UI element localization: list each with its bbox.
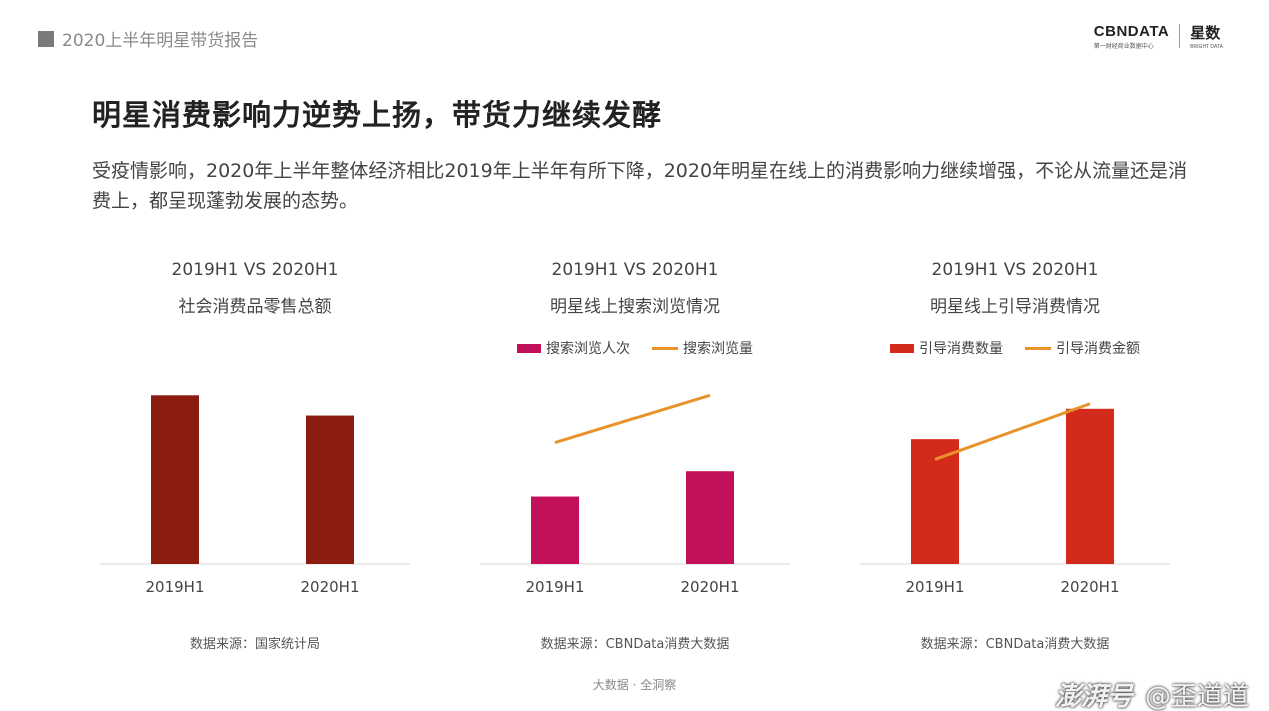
chart-retail-sales: 2019H1 VS 2020H1 社会消费品零售总额 2019H1 2020H1 …: [95, 250, 415, 670]
legend-swatch-line: [652, 346, 678, 350]
series-line: [934, 402, 1091, 461]
bar-2020H1: [686, 471, 734, 564]
bar-2019H1: [531, 496, 579, 564]
chart-plot: 2019H1 2020H1: [100, 395, 410, 596]
legend-item-line: 引导消费金额: [1025, 338, 1140, 358]
legend-label: 搜索浏览人次: [546, 341, 630, 357]
chart-title: 2019H1 VS 2020H1: [931, 260, 1099, 280]
chart-legend: 搜索浏览人次 搜索浏览量: [475, 338, 795, 358]
page-description: 受疫情影响，2020年上半年整体经济相比2019年上半年有所下降，2020年明星…: [92, 160, 1188, 212]
xingshu-logo: 星数 BRIGHT DATA: [1190, 22, 1223, 50]
chart-subtitle: 明星线上搜索浏览情况: [550, 297, 720, 317]
legend-label: 引导消费金额: [1056, 341, 1140, 357]
header-square-icon: [38, 30, 54, 47]
series-line: [554, 393, 711, 444]
bar-2020H1: [1066, 408, 1114, 564]
x-tick-label: 2019H1: [906, 578, 965, 596]
bar-2020H1: [306, 415, 354, 564]
chart-subtitle: 社会消费品零售总额: [178, 297, 332, 317]
x-tick-label: 2020H1: [301, 578, 360, 596]
chart-search-browse: 2019H1 VS 2020H1 明星线上搜索浏览情况 搜索浏览人次 搜索浏览量…: [475, 250, 795, 670]
chart-subtitle: 明星线上引导消费情况: [930, 297, 1100, 317]
cbndata-logo-subtext: 第一财经商业数据中心: [1093, 42, 1154, 50]
x-tick-label: 2020H1: [1061, 578, 1120, 596]
report-title: 2020上半年明星带货报告: [62, 31, 259, 51]
chart-title: 2019H1 VS 2020H1: [551, 260, 719, 280]
bar-2019H1: [151, 395, 199, 564]
watermark-author: @歪道道: [1144, 682, 1249, 711]
legend-swatch-bar: [890, 343, 914, 353]
chart-plot: 2019H1 2020H1: [480, 393, 790, 596]
x-tick-label: 2019H1: [146, 578, 205, 596]
x-tick-label: 2020H1: [681, 578, 740, 596]
cbndata-logo-text: CBNDATA: [1093, 22, 1170, 40]
legend-label: 引导消费数量: [919, 341, 1003, 357]
chart-legend: 引导消费数量 引导消费金额: [855, 338, 1175, 358]
xingshu-logo-text: 星数: [1190, 24, 1221, 42]
watermark: 澎湃号 @歪道道: [1055, 676, 1249, 711]
bar-2019H1: [911, 439, 959, 564]
x-tick-label: 2019H1: [526, 578, 585, 596]
legend-item-line: 搜索浏览量: [652, 338, 753, 358]
chart-guided-consumption: 2019H1 VS 2020H1 明星线上引导消费情况 引导消费数量 引导消费金…: [855, 250, 1175, 670]
legend-item-bar: 搜索浏览人次: [517, 338, 630, 358]
watermark-brand: 澎湃号: [1054, 682, 1133, 711]
cbndata-logo: CBNDATA 第一财经商业数据中心: [1094, 23, 1169, 50]
page-headline: 明星消费影响力逆势上扬，带货力继续发酵: [92, 98, 663, 132]
legend-item-bar: 引导消费数量: [890, 338, 1003, 358]
chart-plot: 2019H1 2020H1: [860, 402, 1170, 596]
legend-swatch-bar: [517, 343, 541, 353]
logo-divider: [1179, 24, 1181, 48]
chart-title: 2019H1 VS 2020H1: [171, 260, 339, 280]
chart-source: 数据来源：CBNData消费大数据: [920, 637, 1110, 652]
legend-swatch-line: [1025, 346, 1051, 350]
xingshu-logo-subtext: BRIGHT DATA: [1190, 44, 1223, 50]
legend-label: 搜索浏览量: [683, 341, 753, 357]
chart-source: 数据来源：国家统计局: [189, 637, 320, 652]
brand-logo: CBNDATA 第一财经商业数据中心 星数 BRIGHT DATA: [1094, 22, 1223, 51]
footer-tagline: 大数据 · 全洞察: [592, 678, 677, 692]
report-header: 2020上半年明星带货报告: [38, 26, 258, 51]
chart-source: 数据来源：CBNData消费大数据: [540, 637, 730, 652]
